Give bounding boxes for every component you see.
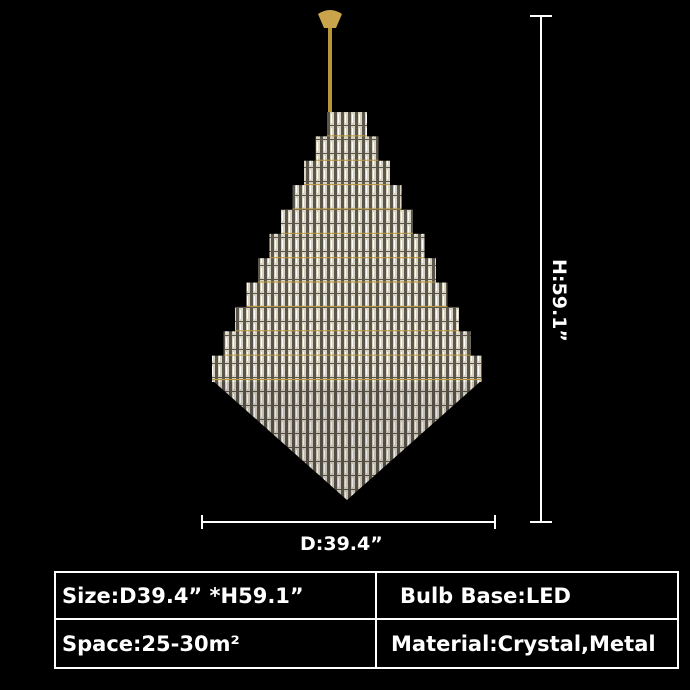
crystal-tier <box>304 160 390 188</box>
crystal-tier <box>235 306 459 334</box>
height-label: H:59.1” <box>548 259 570 342</box>
crystal-tier <box>292 185 402 212</box>
diameter-label: D:39.4” <box>300 533 383 555</box>
crystal-tier <box>315 136 379 163</box>
spec-size: Size:D39.4” *H59.1” <box>56 573 377 620</box>
canopy <box>318 10 342 118</box>
crystal-drop-cone <box>212 380 482 500</box>
spec-bulb-base: Bulb Base:LED <box>377 573 677 620</box>
crystal-tier <box>258 258 436 285</box>
spec-table: Size:D39.4” *H59.1” Bulb Base:LED Space:… <box>54 571 679 669</box>
crystal-tier <box>212 355 482 382</box>
crystal-tier <box>246 282 448 309</box>
spec-material: Material:Crystal,Metal <box>391 631 656 656</box>
dimension-lines <box>201 15 552 529</box>
crystal-tiers <box>212 112 482 382</box>
crystal-tier <box>327 112 367 139</box>
crystal-tier <box>223 331 471 358</box>
spec-space: Space:25-30m² <box>56 620 377 667</box>
crystal-tier <box>269 233 425 261</box>
crystal-tier <box>281 209 413 236</box>
